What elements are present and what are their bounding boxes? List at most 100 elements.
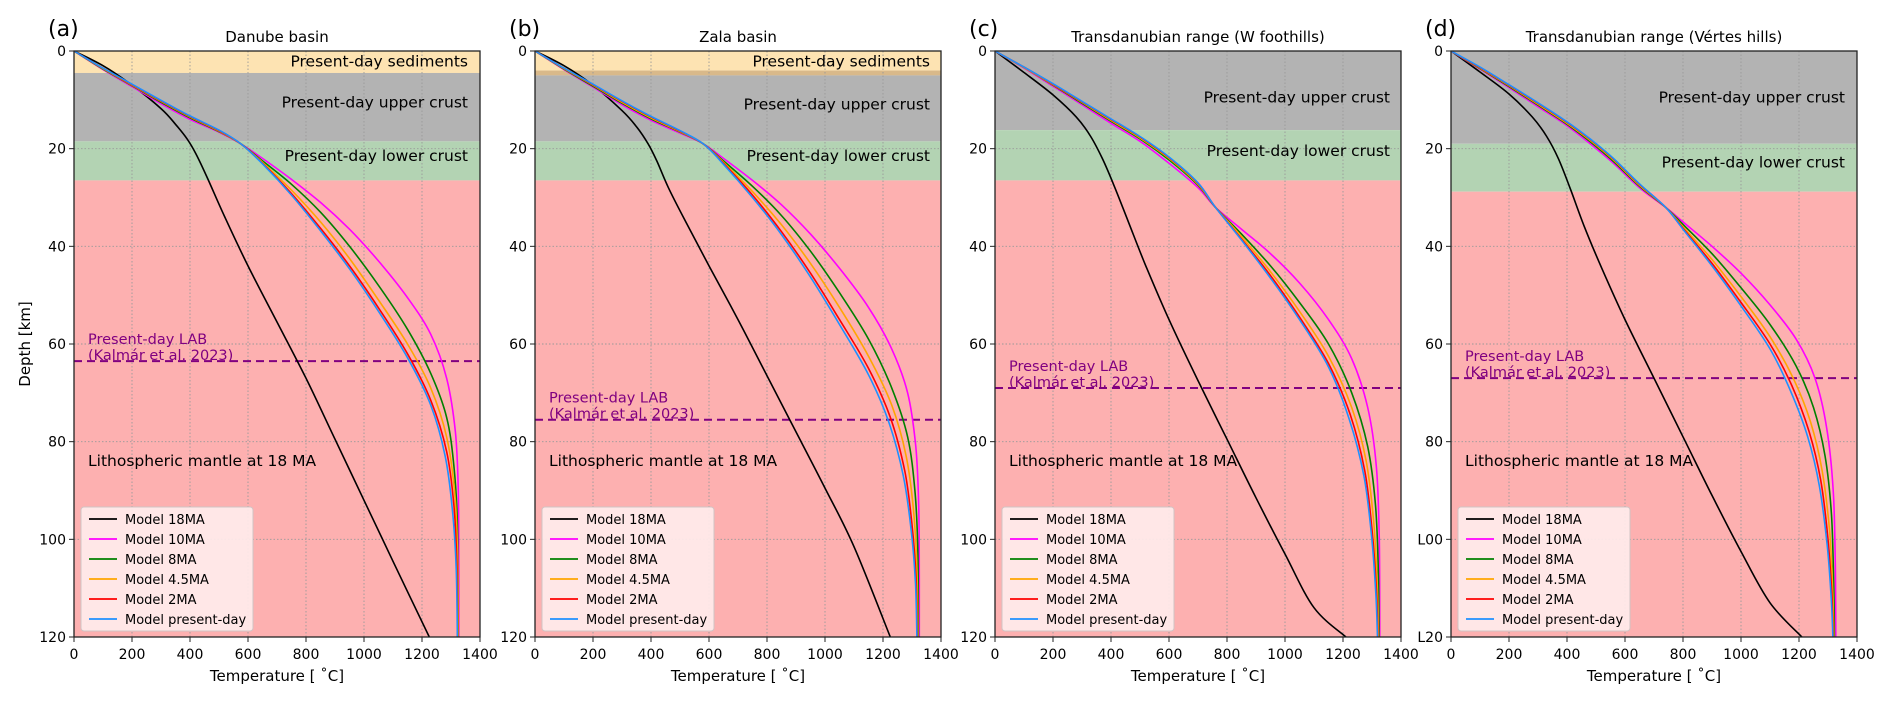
series-line-model-18ma [535,51,892,637]
legend-entry: Model 18MA [586,513,666,528]
x-tick-label: 1400 [1383,647,1419,663]
lab-label-line1: Present-day LAB [1465,349,1584,365]
y-tick-label: 80 [509,435,527,451]
legend-entry: Model 4.5MA [125,573,209,588]
series-line-model-present-day [1451,51,1834,637]
x-tick-label: 1200 [1781,647,1817,663]
x-tick-label: 600 [1612,647,1639,663]
series-group [1451,51,1837,637]
y-tick-label: 120 [960,630,987,646]
legend-entry: Model 18MA [125,513,205,528]
x-tick-label: 1000 [1723,647,1759,663]
y-tick-label: L00 [1417,532,1443,548]
panel-title: Transdanubian range (W foothills) [1070,28,1325,46]
series-line-model-18ma [995,51,1347,637]
layer-label: Present-day lower crust [747,147,930,165]
series-line-model-18ma [74,51,431,637]
x-tick-label: 800 [1214,647,1241,663]
legend-entry: Model 2MA [586,593,658,608]
y-tick-label: 100 [960,532,987,548]
panel-letter: (d) [1425,17,1456,42]
panel-title: Zala basin [699,28,777,46]
y-tick-label: 20 [48,142,66,158]
x-axis-label: Temperature [ ˚C] [209,667,344,685]
x-axis-label: Temperature [ ˚C] [1586,667,1721,685]
x-tick-label: 800 [1670,647,1697,663]
panel-letter: (c) [969,17,998,42]
x-tick-label: 1000 [1267,647,1303,663]
x-tick-label: 200 [1040,647,1067,663]
y-tick-label: 40 [1425,239,1443,255]
legend-entry: Model 18MA [1046,513,1126,528]
series-line-model-present-day [74,51,459,637]
x-tick-label: 0 [70,647,79,663]
layer-label: Present-day sediments [752,53,930,71]
panel-letter: (a) [48,17,79,42]
panel-a: Present-day sediments Present-day upper c… [16,17,498,685]
y-tick-label: 60 [969,337,987,353]
lab-label-line1: Present-day LAB [549,391,668,407]
x-tick-label: 600 [696,647,723,663]
series-line-model-8ma [74,51,460,637]
x-axis-label: Temperature [ ˚C] [670,667,805,685]
y-tick-label: 20 [1425,142,1443,158]
y-tick-label: 40 [48,239,66,255]
x-tick-label: 800 [293,647,320,663]
x-tick-label: 400 [1554,647,1581,663]
legend-entry: Model 2MA [125,593,197,608]
x-tick-label: 200 [580,647,607,663]
y-tick-label: 0 [518,44,527,60]
layer-band [995,130,1401,181]
series-line-model-8ma [535,51,920,637]
x-tick-label: 1400 [462,647,498,663]
x-tick-label: 1400 [1839,647,1875,663]
layer-bands [535,51,941,637]
series-line-model-18ma [1451,51,1803,637]
legend-entry: Model 4.5MA [1502,573,1586,588]
y-tick-label: 80 [48,435,66,451]
y-tick-label: 40 [509,239,527,255]
legend-entry: Model 4.5MA [586,573,670,588]
legend: Model 18MA Model 10MA Model 8MA Model 4.5MA… [80,506,254,632]
legend-entry: Model present-day [125,613,246,628]
mantle-label: Lithospheric mantle at 18 MA [1465,452,1694,470]
legend-box [541,506,715,632]
legend-box [1457,506,1631,632]
y-tick-label: 100 [39,532,66,548]
x-axis-label: Temperature [ ˚C] [1130,667,1265,685]
legend-entry: Model present-day [1502,613,1623,628]
layer-label: Present-day lower crust [1662,153,1845,171]
x-tick-label: 0 [991,647,1000,663]
legend-entry: Model 8MA [586,553,658,568]
series-line-model-4-5ma [535,51,919,637]
layer-band [535,51,941,71]
lab-label-line1: Present-day LAB [1009,359,1128,375]
x-tick-label: 200 [119,647,146,663]
layer-label: Present-day upper crust [1659,88,1845,106]
legend-entry: Model present-day [1046,613,1167,628]
lab-label-line2: (Kalmár et al. 2023) [1009,375,1154,391]
layer-label: Present-day upper crust [744,96,930,114]
series-group [995,51,1381,637]
series-line-model-10ma [535,51,921,637]
y-tick-label: 120 [39,630,66,646]
series-line-model-present-day [995,51,1379,637]
panel-letter: (b) [509,17,540,42]
layer-label: Present-day upper crust [1204,88,1390,106]
x-tick-label: 1000 [807,647,843,663]
x-tick-label: 400 [1098,647,1125,663]
x-tick-label: 0 [531,647,540,663]
layer-label: Present-day sediments [290,53,468,71]
legend-entry: Model 2MA [1046,593,1118,608]
y-tick-label: 20 [969,142,987,158]
layer-band [1451,143,1857,192]
lab-label-line2: (Kalmár et al. 2023) [1465,365,1610,381]
series-line-model-10ma [74,51,460,637]
legend-box [1001,506,1175,632]
layer-label: Present-day lower crust [1207,142,1390,160]
mantle-label: Lithospheric mantle at 18 MA [1009,452,1238,470]
series-line-model-8ma [1451,51,1836,637]
lab-label-line2: (Kalmár et al. 2023) [549,407,694,423]
y-tick-label: 100 [500,532,527,548]
